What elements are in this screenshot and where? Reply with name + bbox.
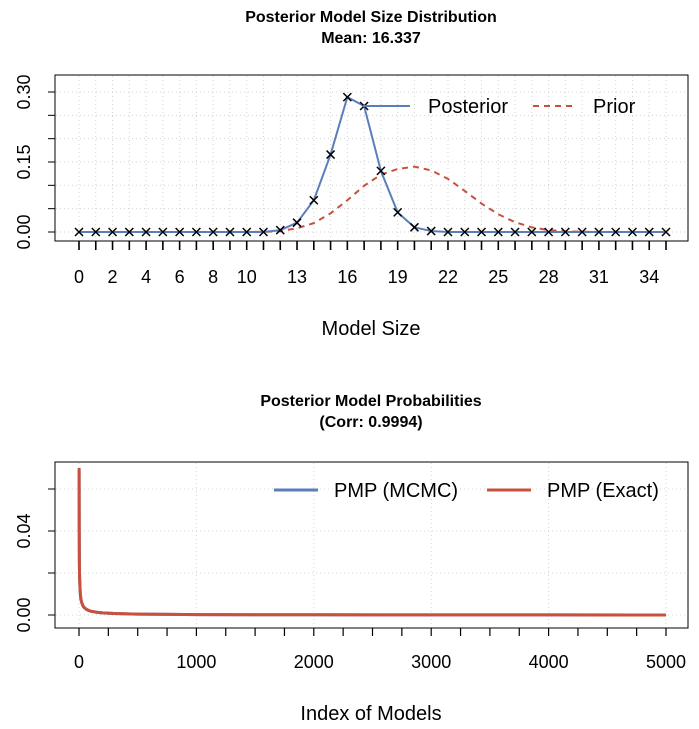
chart1-y-tick-label: 0.00 [14,214,34,249]
chart1-posterior-point [141,227,151,237]
chart1-posterior-point [158,227,168,237]
chart1-posterior-point [74,227,84,237]
chart1-posterior-point [242,227,252,237]
chart1-posterior-point [409,222,419,232]
chart2-x-tick-label: 2000 [294,652,334,672]
chart1-x-tick-label: 13 [287,267,307,287]
chart1-x-tick-label: 2 [108,267,118,287]
chart1-posterior-point [309,195,319,205]
chart1-posterior-point [644,227,654,237]
chart2-legend: PMP (MCMC) PMP (Exact) [274,480,659,502]
chart1-posterior-point [560,227,570,237]
chart1-grid [56,76,687,240]
chart2-subtitle: (Corr: 0.9994) [319,414,422,431]
chart1-posterior-point [476,227,487,237]
chart1-posterior-point [91,227,101,237]
chart1-posterior-point [292,218,302,228]
chart2-y-tick-label: 0.04 [14,513,34,548]
chart1-posterior-point [460,227,470,237]
chart1-posterior-point [191,227,201,237]
chart1-posterior-point [326,150,336,160]
chart1-posterior-point [275,225,285,235]
chart1-posterior-point [108,227,118,237]
chart1-posterior-point [627,227,637,237]
chart1-posterior-point [493,227,503,237]
chart1-plot-frame [54,74,689,242]
chart2-x-tick-label: 4000 [529,652,569,672]
chart2-legend-mcmc-label: PMP (MCMC) [334,480,458,502]
chart1-posterior-point [393,207,403,217]
chart1-subtitle: Mean: 16.337 [321,30,421,47]
chart1-x-tick-label: 31 [589,267,609,287]
chart1-posterior-point [376,166,386,176]
chart1-posterior-line [79,95,666,233]
chart2-x-tick-label: 0 [74,652,84,672]
chart1-posterior-point [611,227,621,237]
chart1-posterior-point [342,92,352,102]
chart1-title: Posterior Model Size Distribution [245,9,497,26]
chart1-posterior-point [175,227,185,237]
chart1-y-tick-label: 0.30 [14,74,34,109]
chart2-y-tick-label: 0.00 [14,597,34,632]
chart1-posterior-point [443,227,453,237]
chart1-x-tick-label: 0 [74,267,84,287]
chart1-x-tick-label: 22 [438,267,458,287]
chart1-x-tick-label: 8 [208,267,218,287]
chart2-x-tick-label: 3000 [411,652,451,672]
chart1-x-tick-label: 19 [388,267,408,287]
chart1-x-axis-label: Model Size [322,318,421,340]
chart2-series [77,467,667,617]
chart1-series [74,92,671,237]
chart1-x-tick-label: 4 [141,267,151,287]
chart1-posterior-point [258,227,269,237]
chart1-x-tick-label: 16 [337,267,357,287]
chart1-x-tick-label: 10 [237,267,257,287]
chart1-posterior-point [577,227,587,237]
chart1-posterior-point [208,227,218,237]
chart2-exact-line [77,467,667,617]
chart2-axes: 0.00 0.04 0 1000 2000 3000 4000 5000 [14,488,686,672]
chart1-posterior-point [544,227,554,237]
chart2-legend-exact-label: PMP (Exact) [547,480,659,502]
chart2-x-tick-label: 1000 [176,652,216,672]
chart2-grid [56,463,687,627]
chart1-x-tick-label: 6 [175,267,185,287]
chart2-x-tick-label: 5000 [646,652,686,672]
chart1-legend: Posterior Prior [363,96,636,118]
chart1-x-tick-label: 28 [539,267,559,287]
chart1-posterior-point [124,227,134,237]
chart1-legend-prior-label: Prior [593,96,636,118]
chart2-plot-frame [54,461,689,629]
chart1-posterior-point [527,227,537,237]
chart1-axes: 0.00 0.15 0.30 0 2 4 6 8 10 13 16 19 22 25 28 31 34 [14,74,667,287]
chart2-title: Posterior Model Probabilities [260,393,481,410]
chart1-posterior-point [510,227,520,237]
chart1-posterior-point [594,227,604,237]
chart1-posterior-point [426,226,436,236]
chart1-x-tick-label: 34 [639,267,659,287]
chart1-legend-posterior-label: Posterior [428,96,508,118]
chart1-posterior-point [225,227,235,237]
chart1-y-tick-label: 0.15 [14,144,34,179]
chart2-x-axis-label: Index of Models [300,703,441,725]
chart1-posterior-point [661,227,671,237]
chart1-x-tick-label: 25 [488,267,508,287]
chart1-prior-line [79,165,666,233]
